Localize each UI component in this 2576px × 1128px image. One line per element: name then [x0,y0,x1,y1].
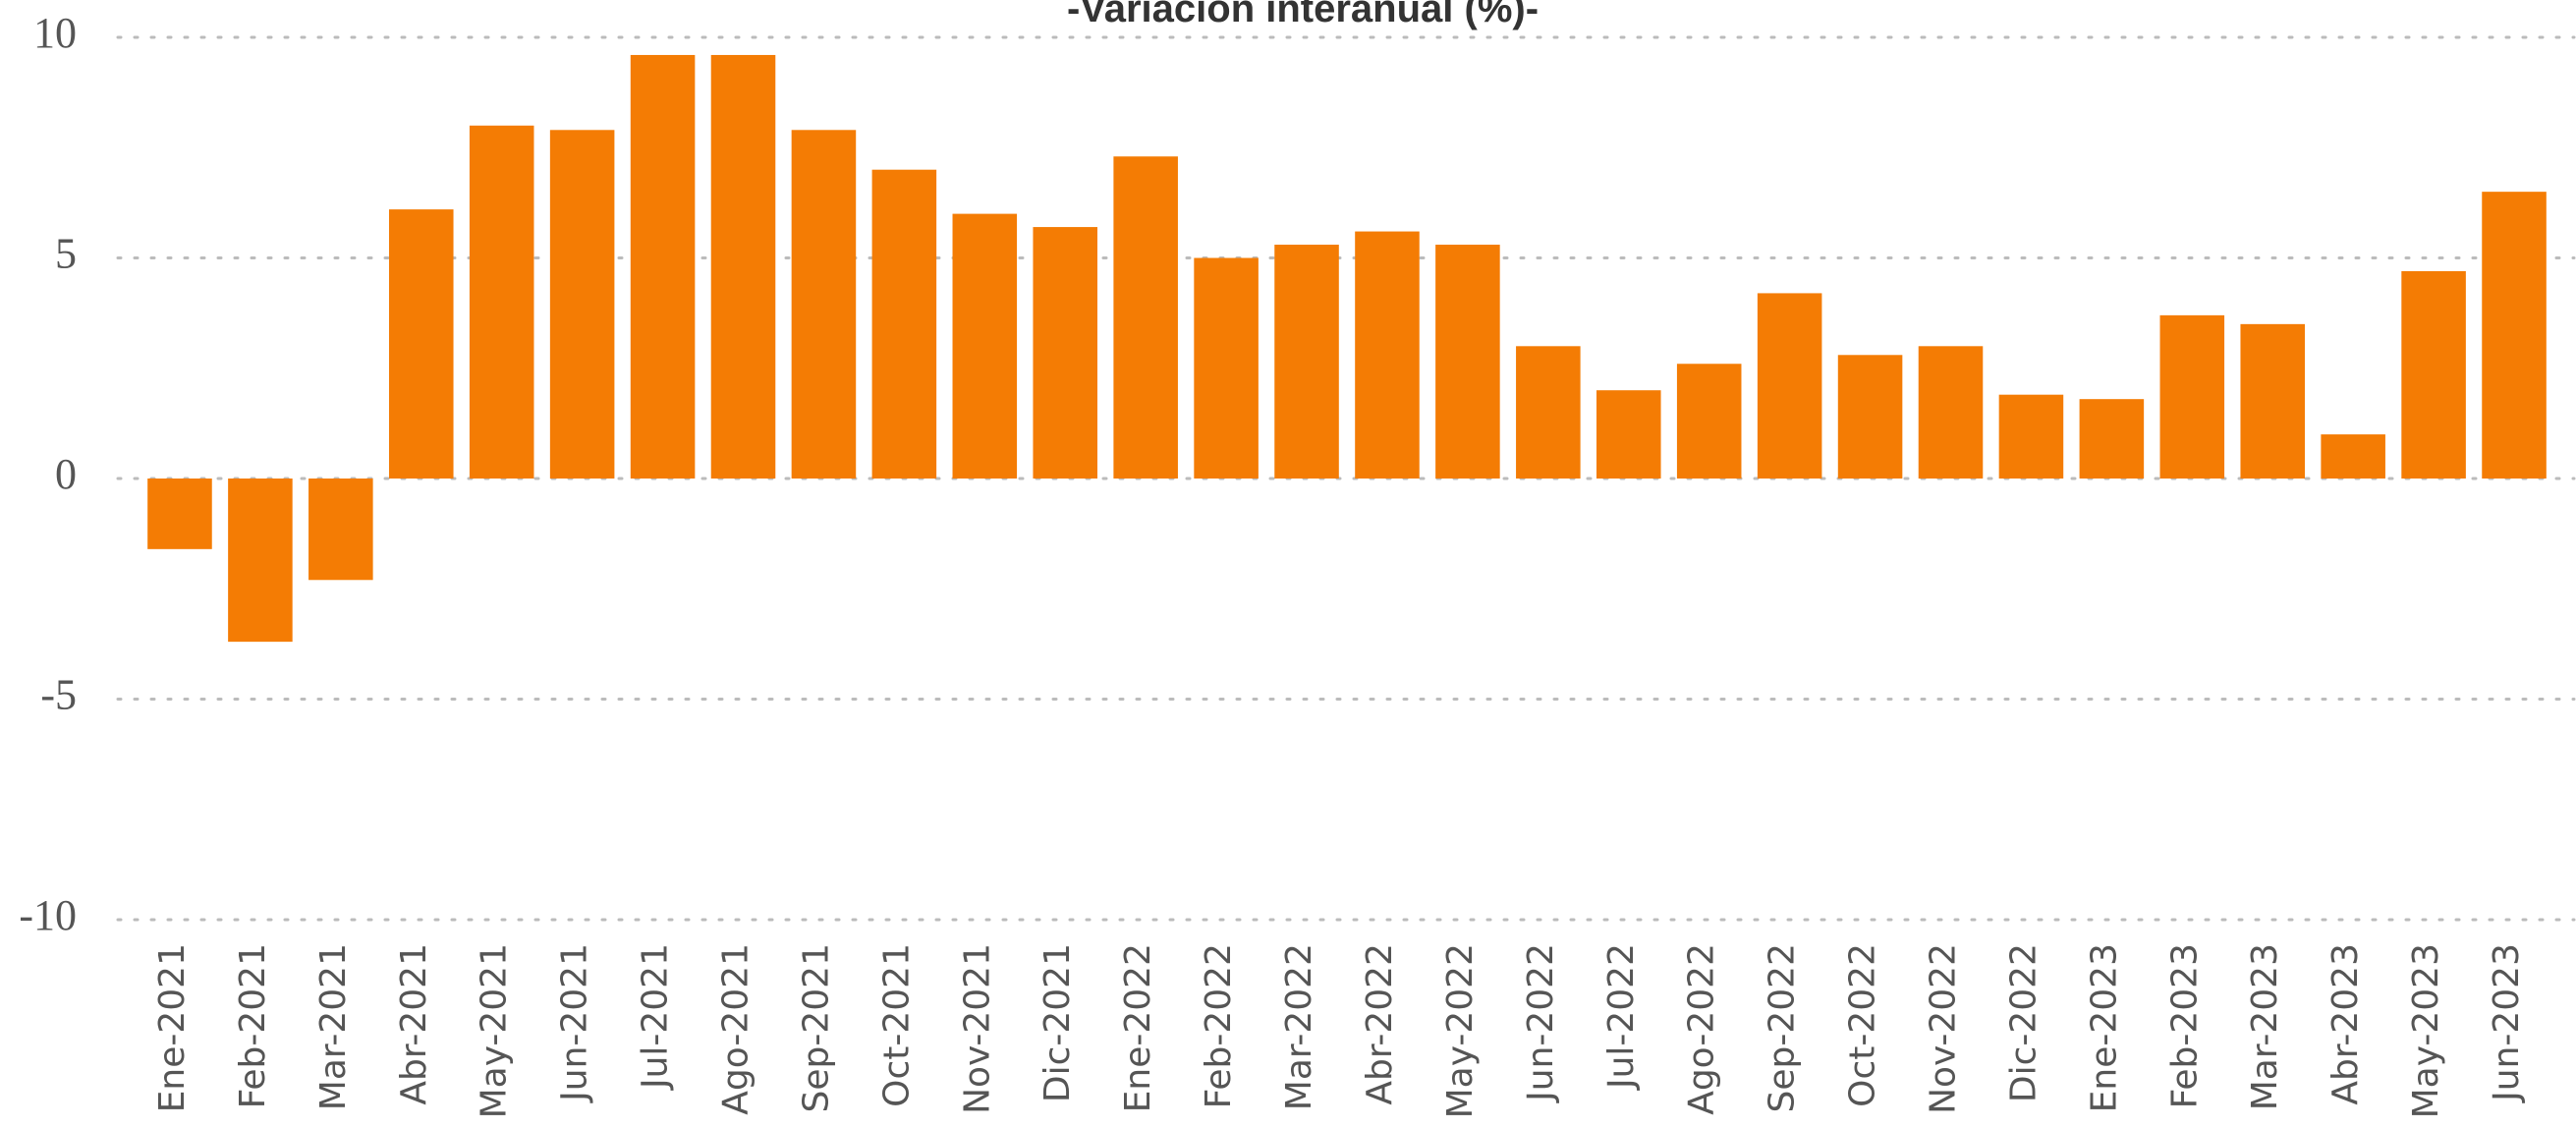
bar [1837,355,1903,479]
x-tick-label: Feb-2023 [2164,943,2205,1108]
bar [1033,227,1098,479]
bar [1516,346,1581,479]
x-tick-label: May-2021 [475,943,515,1118]
bar [1676,364,1742,479]
x-tick-label: Abr-2023 [2325,943,2366,1105]
x-tick-label: Ago-2022 [1682,943,1722,1115]
x-tick-label: Dic-2021 [1037,943,1078,1102]
x-tick-label: Ene-2023 [2084,943,2124,1112]
bar [1194,257,1259,479]
bar [1918,346,1984,479]
x-tick-label: Dic-2022 [2003,943,2044,1102]
bar [549,130,615,479]
x-tick-label: Oct-2022 [1843,943,1883,1107]
bar [1757,293,1822,479]
bar [228,479,293,643]
x-tick-label: Abr-2021 [394,943,434,1105]
y-tick-label: 0 [55,450,77,498]
x-tick-label: Nov-2021 [957,943,997,1114]
bar [2401,270,2466,479]
bar [2482,192,2547,479]
bar [1355,231,1420,479]
x-tick-label: Abr-2022 [1360,943,1400,1105]
y-tick-label: -10 [19,891,77,939]
bar [2240,323,2306,479]
x-tick-label: Ago-2021 [716,943,756,1115]
bar [1435,245,1500,479]
x-tick-label: Sep-2022 [1763,943,1803,1112]
x-tick-label: Oct-2021 [876,943,917,1107]
bar [2321,434,2385,479]
bar [1998,394,2064,479]
x-tick-label: Ene-2022 [1118,943,1158,1112]
bar [791,130,857,479]
x-tick-label: May-2022 [1440,943,1481,1118]
x-tick-label: Jun-2022 [1521,943,1561,1103]
y-tick-label: 10 [33,9,77,57]
x-tick-label: Ene-2021 [152,943,193,1112]
x-tick-label: Feb-2021 [233,943,273,1108]
x-tick-label: Sep-2021 [796,943,836,1112]
bar [710,54,776,479]
x-tick-label: Jun-2023 [2487,943,2527,1103]
bar [2079,399,2145,479]
x-tick-label: Mar-2022 [1279,943,1319,1110]
bar [308,479,373,581]
x-tick-label: Jul-2022 [1601,943,1642,1091]
bar [871,169,937,479]
bar [952,213,1018,479]
chart-title: -Variación interanual (%)- [1067,0,1539,30]
x-tick-label: Mar-2023 [2245,943,2285,1110]
bar [1274,245,1339,479]
x-tick-label: Jun-2021 [555,943,595,1103]
x-tick-label: Jul-2021 [636,943,676,1091]
bar [147,479,212,549]
y-tick-label: 5 [55,230,77,278]
bar [2159,314,2225,479]
bar [1113,156,1178,479]
x-tick-label: Mar-2021 [313,943,354,1110]
x-tick-label: May-2023 [2406,943,2446,1118]
x-tick-label: Feb-2022 [1199,943,1239,1108]
bar [469,125,534,479]
bar [388,209,454,479]
bar [630,54,696,479]
x-tick-label: Nov-2022 [1924,943,1964,1114]
bar [1596,390,1661,479]
y-tick-label: -5 [40,671,77,719]
